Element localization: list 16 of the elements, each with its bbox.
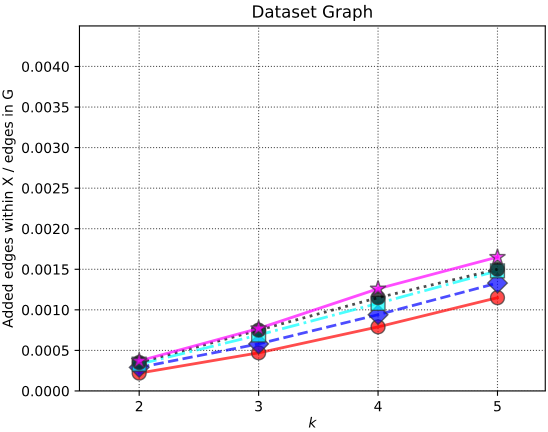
y-tick-label: 0.0040 (22, 61, 69, 72)
y-tick-label: 0.0005 (22, 345, 69, 356)
y-tick-label: 0.0010 (22, 304, 69, 316)
x-tick-label: 4 (374, 401, 382, 412)
y-tick-label: 0.0025 (22, 183, 69, 194)
x-tick-label: 2 (136, 400, 142, 412)
x-axis-title: k (308, 416, 317, 428)
y-axis-title: Added edges within X / edges in G (2, 90, 16, 328)
x-tick-label: 3 (255, 400, 262, 412)
y-tick-label: 0.0015 (22, 264, 69, 275)
y-tick-label: 0.0035 (22, 102, 69, 113)
x-tick-label: 5 (494, 401, 501, 412)
y-tick-label: 0.0030 (22, 142, 69, 154)
y-tick-label: 0.0000 (22, 386, 69, 396)
y-tick-label: 0.0020 (22, 224, 69, 234)
chart-title: Dataset Graph (253, 4, 372, 22)
